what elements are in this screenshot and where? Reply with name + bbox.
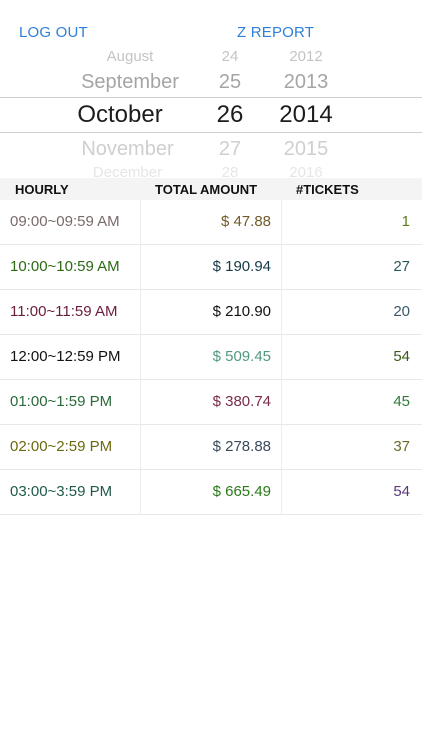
tickets-cell: 54 bbox=[393, 348, 410, 365]
column-divider bbox=[281, 335, 282, 379]
column-header-tickets: #TICKETS bbox=[296, 182, 359, 197]
amount-cell: $ 380.74 bbox=[212, 393, 271, 410]
year-option[interactable]: 2015 bbox=[283, 138, 329, 160]
year-selected[interactable]: 2014 bbox=[279, 101, 333, 128]
year-option[interactable]: 2013 bbox=[283, 71, 329, 93]
top-bar: LOG OUT Z REPORT bbox=[0, 0, 422, 50]
month-option[interactable]: August bbox=[106, 48, 154, 65]
hour-cell: 09:00~09:59 AM bbox=[10, 213, 120, 230]
table-row: 11:00~11:59 AM $ 210.90 20 bbox=[0, 290, 422, 335]
hourly-report-table: 09:00~09:59 AM $ 47.88 1 10:00~10:59 AM … bbox=[0, 200, 422, 515]
month-wheel[interactable]: August September October November Decemb… bbox=[60, 48, 200, 178]
column-divider bbox=[281, 470, 282, 514]
column-divider bbox=[281, 200, 282, 244]
column-divider bbox=[140, 425, 141, 469]
date-picker[interactable]: August September October November Decemb… bbox=[0, 48, 422, 178]
hour-cell: 01:00~1:59 PM bbox=[10, 393, 113, 410]
column-divider bbox=[140, 380, 141, 424]
amount-cell: $ 509.45 bbox=[212, 348, 271, 365]
day-option[interactable]: 27 bbox=[218, 138, 242, 160]
amount-cell: $ 278.88 bbox=[212, 438, 271, 455]
table-row: 01:00~1:59 PM $ 380.74 45 bbox=[0, 380, 422, 425]
table-row: 12:00~12:59 PM $ 509.45 54 bbox=[0, 335, 422, 380]
table-header: HOURLY TOTAL AMOUNT #TICKETS bbox=[0, 178, 422, 200]
amount-cell: $ 210.90 bbox=[212, 303, 271, 320]
amount-cell: $ 47.88 bbox=[220, 213, 271, 230]
day-wheel[interactable]: 24 25 26 27 28 bbox=[200, 48, 260, 178]
amount-cell: $ 190.94 bbox=[212, 258, 271, 275]
year-wheel[interactable]: 2012 2013 2014 2015 2016 bbox=[262, 48, 350, 178]
tickets-cell: 54 bbox=[393, 483, 410, 500]
z-report-button[interactable]: Z REPORT bbox=[237, 24, 315, 41]
year-option[interactable]: 2016 bbox=[289, 164, 323, 178]
day-selected[interactable]: 26 bbox=[216, 101, 244, 128]
tickets-cell: 1 bbox=[401, 213, 410, 230]
column-divider bbox=[140, 200, 141, 244]
tickets-cell: 27 bbox=[393, 258, 410, 275]
day-option[interactable]: 24 bbox=[221, 48, 239, 65]
picker-selection-bottom-line bbox=[0, 132, 422, 133]
column-header-total-amount: TOTAL AMOUNT bbox=[155, 182, 258, 197]
hour-cell: 03:00~3:59 PM bbox=[10, 483, 113, 500]
hour-cell: 12:00~12:59 PM bbox=[10, 348, 121, 365]
column-divider bbox=[140, 335, 141, 379]
column-divider bbox=[140, 470, 141, 514]
hour-cell: 10:00~10:59 AM bbox=[10, 258, 120, 275]
column-divider bbox=[140, 245, 141, 289]
day-option[interactable]: 25 bbox=[218, 71, 242, 93]
column-divider bbox=[281, 290, 282, 334]
month-selected[interactable]: October bbox=[77, 101, 163, 128]
column-divider bbox=[281, 245, 282, 289]
hour-cell: 11:00~11:59 AM bbox=[10, 303, 118, 320]
table-row: 09:00~09:59 AM $ 47.88 1 bbox=[0, 200, 422, 245]
tickets-cell: 37 bbox=[393, 438, 410, 455]
table-row: 10:00~10:59 AM $ 190.94 27 bbox=[0, 245, 422, 290]
picker-selection-top-line bbox=[0, 97, 422, 98]
month-option[interactable]: November bbox=[81, 138, 174, 160]
day-option[interactable]: 28 bbox=[221, 164, 239, 178]
table-row: 02:00~2:59 PM $ 278.88 37 bbox=[0, 425, 422, 470]
tickets-cell: 20 bbox=[393, 303, 410, 320]
year-option[interactable]: 2012 bbox=[289, 48, 323, 65]
column-divider bbox=[140, 290, 141, 334]
hour-cell: 02:00~2:59 PM bbox=[10, 438, 113, 455]
month-option[interactable]: December bbox=[92, 164, 163, 178]
column-divider bbox=[281, 425, 282, 469]
logout-button[interactable]: LOG OUT bbox=[19, 24, 88, 41]
table-row: 03:00~3:59 PM $ 665.49 54 bbox=[0, 470, 422, 515]
month-option[interactable]: September bbox=[81, 71, 179, 93]
column-header-hourly: HOURLY bbox=[15, 182, 69, 197]
amount-cell: $ 665.49 bbox=[212, 483, 271, 500]
column-divider bbox=[281, 380, 282, 424]
tickets-cell: 45 bbox=[393, 393, 410, 410]
